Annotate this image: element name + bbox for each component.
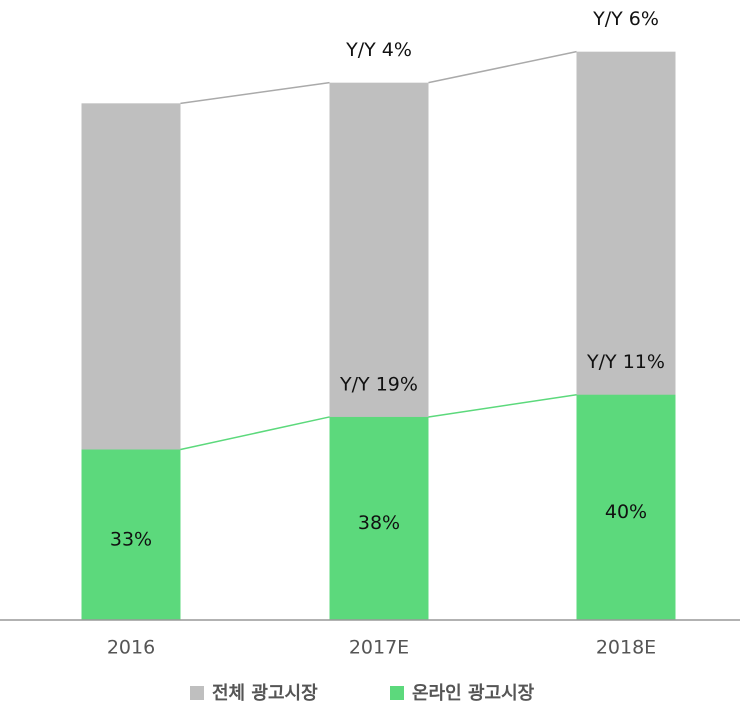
yoy-label: Y/Y 4%: [345, 39, 412, 61]
yoy-label: Y/Y 6%: [592, 8, 659, 30]
connector-line: [180, 416, 330, 451]
share-label: 40%: [605, 501, 647, 523]
connector-line: [428, 393, 577, 418]
yoy-label: Y/Y 11%: [586, 351, 665, 373]
x-tick-label: 2016: [107, 637, 155, 659]
bar: [576, 394, 676, 620]
legend-swatch: [390, 686, 404, 700]
x-tick-label: 2017E: [349, 637, 409, 659]
yoy-label: Y/Y 19%: [339, 373, 418, 395]
share-label: 38%: [358, 512, 400, 534]
connector-line: [180, 81, 330, 105]
legend-label: 전체 광고시장: [212, 683, 318, 704]
bar: [329, 416, 429, 620]
connector-line: [428, 50, 577, 84]
x-tick-label: 2018E: [596, 637, 656, 659]
share-label: 33%: [110, 528, 152, 550]
legend-swatch: [190, 686, 204, 700]
legend-label: 온라인 광고시장: [412, 683, 535, 704]
bar: [81, 449, 181, 620]
